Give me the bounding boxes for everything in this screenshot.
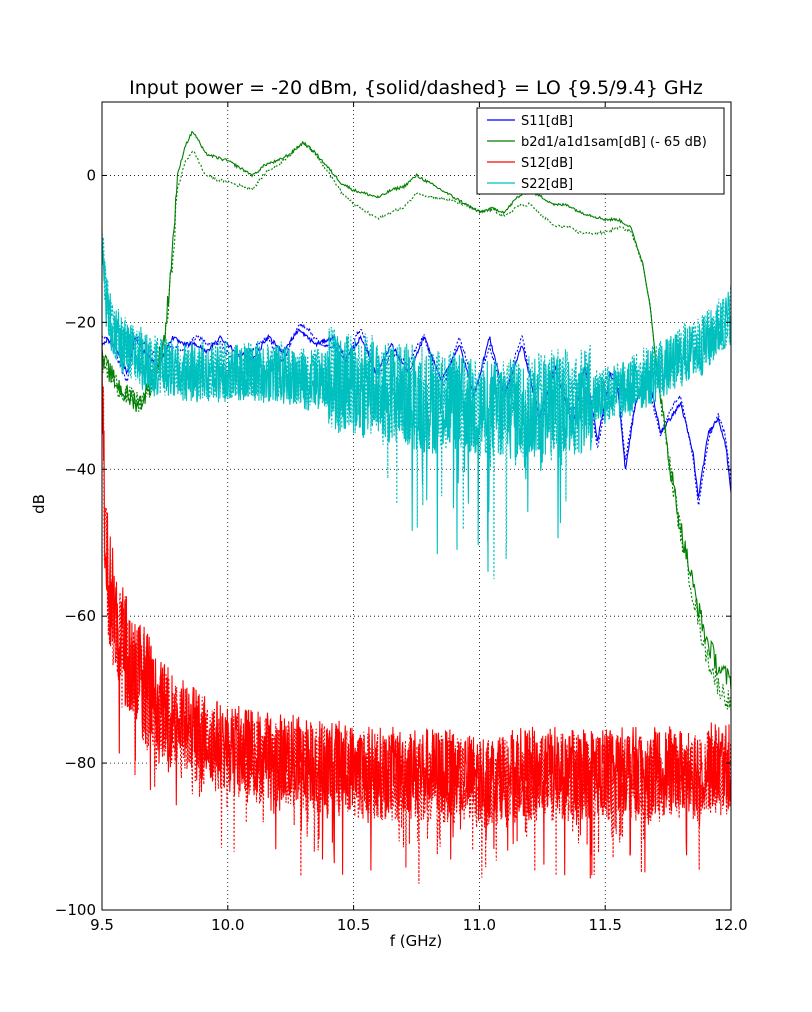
y-tick-label: −60 (64, 607, 96, 625)
legend: S11[dB] b2d1/a1d1sam[dB] (- 65 dB) S12[dB]… (476, 107, 725, 195)
series-line-1-dashed (102, 321, 731, 506)
y-tick-label: −40 (64, 460, 96, 478)
legend-label: S11[dB] (521, 114, 573, 129)
chart-title: Input power = -20 dBm, {solid/dashed} = … (129, 77, 703, 99)
axis-ticks: 9.5 10.0 10.5 11.0 11.5 12.0 −100 −80 −60 −40 −20 0 (55, 102, 748, 934)
x-tick-label: 10.0 (211, 916, 244, 934)
x-tick-label: 10.5 (337, 916, 370, 934)
x-tick-label: 11.5 (588, 916, 621, 934)
legend-label: S12[dB] (521, 156, 573, 171)
y-axis-label: dB (30, 494, 48, 514)
legend-box (476, 107, 725, 195)
plot-frame (101, 101, 732, 911)
series-layer (102, 130, 731, 884)
y-tick-label: 0 (86, 166, 96, 184)
legend-label: b2d1/a1d1sam[dB] (- 65 dB) (521, 135, 707, 150)
series-line-2-dashed (102, 140, 731, 711)
y-tick-label: −20 (64, 313, 96, 331)
y-tick-label: −80 (64, 754, 96, 772)
series-line-1-solid (102, 328, 731, 499)
x-tick-label: 9.5 (90, 916, 114, 934)
legend-label: S22[dB] (521, 177, 573, 192)
x-axis-label: f (GHz) (390, 932, 443, 950)
x-tick-label: 11.0 (463, 916, 496, 934)
series-line-4-solid (102, 241, 731, 572)
x-tick-label: 12.0 (714, 916, 747, 934)
series-line-2-solid (102, 130, 731, 690)
y-tick-label: −100 (55, 901, 96, 919)
series-line-3-solid (102, 335, 731, 879)
